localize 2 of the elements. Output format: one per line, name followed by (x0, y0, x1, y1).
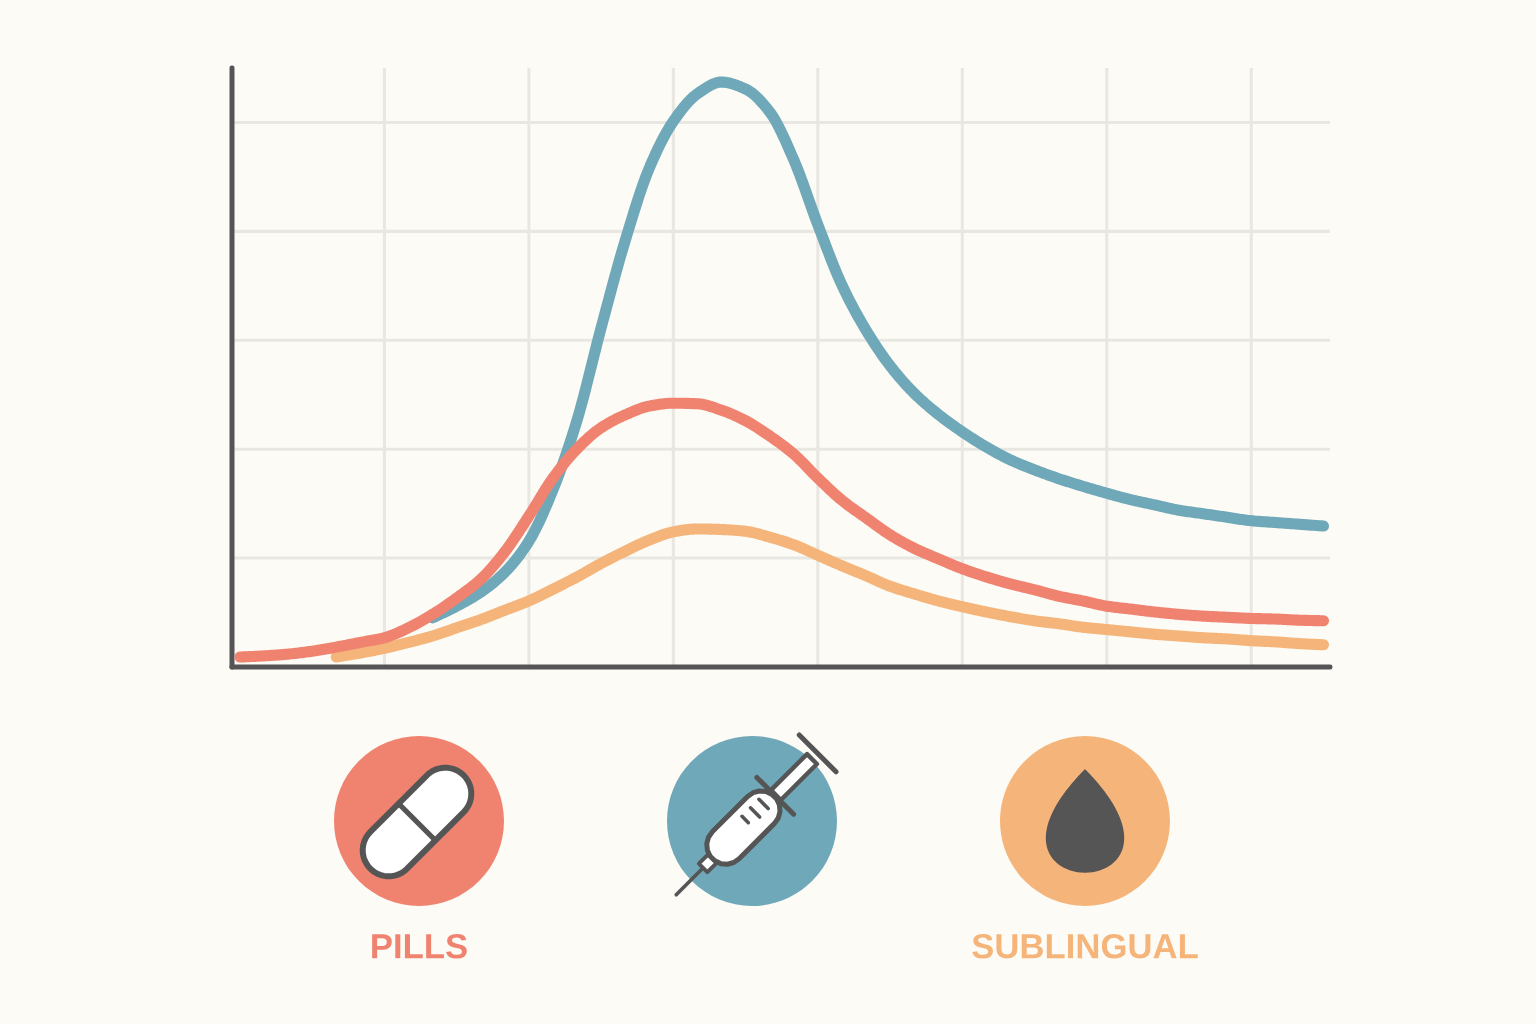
text: PILLS (372, 933, 467, 959)
text: SUBLINGUAL (972, 933, 1198, 959)
